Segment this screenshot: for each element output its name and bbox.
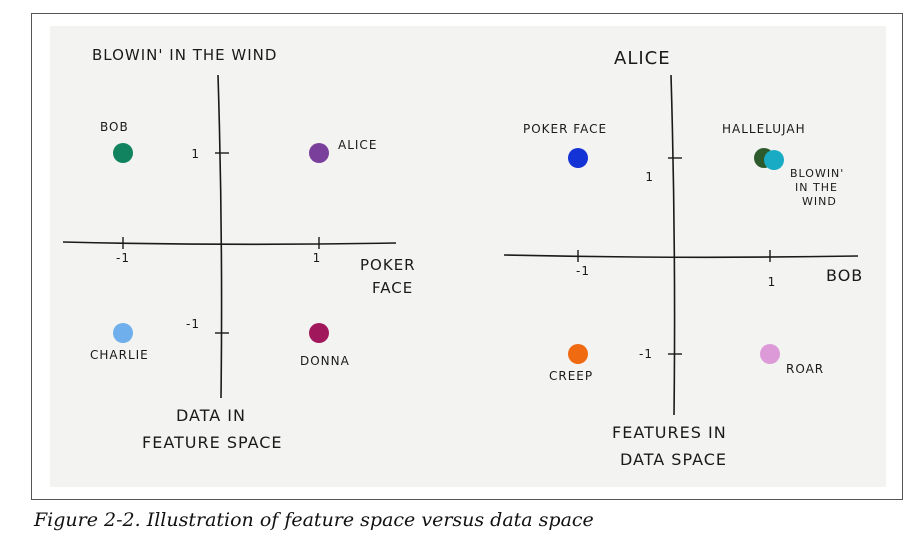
point-label: HALLELUJAH (722, 122, 806, 136)
data-point (760, 344, 780, 364)
point-label: IN THE (795, 181, 838, 194)
data-point (568, 148, 588, 168)
y-axis-label: BLOWIN' IN THE WIND (92, 46, 277, 64)
data-point (764, 150, 784, 170)
y-tick-label: -1 (186, 317, 200, 331)
x-tick-label: -1 (576, 264, 590, 278)
chart-title-line: FEATURES IN (612, 423, 727, 442)
x-axis-line (62, 241, 397, 246)
point-label: CHARLIE (90, 348, 149, 362)
point-label: POKER FACE (523, 122, 607, 136)
data-space-chart: -1 1 1 -1 ALICE BOB FEATURES IN DATA SPACE POKER… (503, 48, 863, 469)
chart-title-line: DATA SPACE (620, 450, 727, 469)
point-label: ROAR (786, 362, 824, 376)
data-point (568, 344, 588, 364)
chart-title-line: DATA IN (176, 406, 246, 425)
point-label: WIND (802, 195, 837, 208)
chart-title-line: FEATURE SPACE (142, 433, 283, 452)
y-axis-line (670, 74, 676, 416)
point-label: BOB (100, 120, 129, 134)
y-axis-label: ALICE (614, 48, 671, 69)
data-point (309, 143, 329, 163)
x-axis-label: BOB (826, 266, 863, 285)
point-label: CREEP (549, 369, 593, 383)
point-label: BLOWIN' (790, 167, 844, 180)
data-point (309, 323, 329, 343)
data-point (113, 323, 133, 343)
y-tick-label: 1 (191, 147, 200, 161)
y-tick-label: 1 (645, 170, 654, 184)
x-axis-line (503, 254, 859, 259)
x-tick-label: 1 (313, 251, 322, 265)
y-axis-line (217, 74, 223, 399)
point-label: DONNA (300, 354, 350, 368)
x-axis-label-line: FACE (372, 279, 413, 297)
x-tick-label: -1 (116, 251, 130, 265)
y-tick-label: -1 (639, 347, 653, 361)
x-axis-label-line: POKER (360, 256, 416, 274)
figure-caption: Figure 2-2. Illustration of feature spac… (34, 509, 594, 531)
data-point (113, 143, 133, 163)
x-tick-label: 1 (768, 275, 777, 289)
feature-space-chart: -1 1 1 -1 BLOWIN' IN THE WIND POKER FACE DATA I… (62, 46, 416, 452)
figure-plots: -1 1 1 -1 BLOWIN' IN THE WIND POKER FACE DATA I… (62, 46, 863, 469)
point-label: ALICE (338, 138, 377, 152)
